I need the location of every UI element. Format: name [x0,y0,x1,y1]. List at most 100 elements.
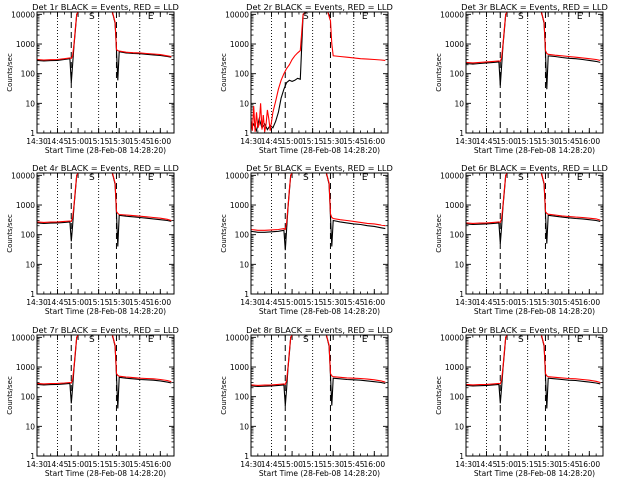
x-tick-label: 14:45 [47,137,69,146]
y-tick-label: 10 [25,260,35,269]
x-tick-label: 15:30 [108,460,130,469]
series-line-black [250,172,386,251]
x-tick-label: 15:15 [302,298,324,307]
x-tick-label: 15:15 [302,460,324,469]
x-tick-label: 15:45 [558,460,580,469]
y-tick-label: 10 [239,99,249,108]
chart-panel-1: Det 1r BLACK = Events, RED = LLD 1 10 100 10… [6,2,179,155]
x-tick-label: 16:00 [363,298,385,307]
chart-panel-8: Det 8r BLACK = Events, RED = LLD 1 10 100 10… [220,325,393,478]
y-tick-label: 10000 [11,10,35,19]
x-tick-label: 15:15 [88,460,110,469]
plot-frame [465,172,604,295]
y-tick-label: 1 [459,129,464,138]
chart-title: Det 8r BLACK = Events, RED = LLD [246,325,393,335]
y-tick-label: 10 [454,99,464,108]
start-marker-label: S [518,12,524,22]
start-marker-label: S [518,173,524,183]
y-tick-label: 10 [239,422,249,431]
plot-frame [36,11,175,134]
plot-frame [250,172,389,295]
series-line-black [465,11,601,90]
chart-title: Det 9r BLACK = Events, RED = LLD [461,325,608,335]
x-tick-label: 14:30 [455,298,477,307]
x-tick-label: 14:30 [26,460,48,469]
x-tick-label: 15:15 [517,460,539,469]
x-tick-label: 16:00 [578,460,600,469]
y-axis-title: Counts/sec [435,214,443,253]
y-tick-label: 10000 [225,171,249,180]
x-axis-title: Start Time (28-Feb-08 14:28:20) [45,469,166,478]
x-tick-label: 16:00 [363,137,385,146]
end-marker-label: E [362,12,368,22]
x-tick-label: 15:00 [67,298,89,307]
y-axis-title: Counts/sec [6,214,14,253]
chart-panel-5: Det 5r BLACK = Events, RED = LLD 1 10 100 10… [220,163,393,316]
start-marker-label: S [89,173,95,183]
x-tick-label: 15:00 [496,137,518,146]
x-tick-label: 14:45 [261,460,283,469]
x-tick-label: 15:45 [129,137,151,146]
y-tick-label: 10000 [440,333,464,342]
x-tick-label: 15:30 [537,460,559,469]
x-tick-label: 14:45 [476,137,498,146]
y-tick-label: 10 [239,260,249,269]
start-marker-label: S [303,173,309,183]
x-axis-title: Start Time (28-Feb-08 14:28:20) [474,307,595,316]
y-tick-label: 100 [235,70,250,79]
x-tick-label: 15:30 [108,137,130,146]
x-tick-label: 16:00 [149,137,171,146]
end-marker-label: E [577,12,583,22]
x-axis-title: Start Time (28-Feb-08 14:28:20) [45,307,166,316]
x-axis-title: Start Time (28-Feb-08 14:28:20) [259,469,380,478]
chart-title: Det 2r BLACK = Events, RED = LLD [246,2,393,12]
y-tick-label: 10000 [440,10,464,19]
plot-frame [250,334,389,457]
chart-panel-6: Det 6r BLACK = Events, RED = LLD 1 10 100 10… [435,163,608,316]
chart-panel-2: Det 2r BLACK = Events, RED = LLD 1 10 100 10… [220,2,393,155]
y-tick-label: 100 [450,231,465,240]
end-marker-label: E [577,335,583,345]
x-tick-label: 15:30 [322,137,344,146]
y-tick-label: 10000 [225,333,249,342]
y-tick-label: 1000 [230,201,249,210]
y-tick-label: 10 [454,260,464,269]
x-tick-label: 16:00 [578,298,600,307]
x-tick-label: 15:00 [496,460,518,469]
y-tick-label: 100 [450,393,465,402]
x-tick-label: 15:00 [281,298,303,307]
y-tick-label: 1000 [445,40,464,49]
x-tick-label: 15:00 [496,298,518,307]
y-tick-label: 100 [21,231,36,240]
x-tick-label: 15:15 [88,137,110,146]
y-tick-label: 1000 [445,201,464,210]
y-tick-label: 1000 [445,363,464,372]
x-tick-label: 14:30 [240,137,262,146]
end-marker-label: E [148,12,154,22]
x-tick-label: 14:45 [47,460,69,469]
chart-panel-3: Det 3r BLACK = Events, RED = LLD 1 10 100 10… [435,2,608,155]
x-tick-label: 15:45 [558,298,580,307]
y-tick-label: 1 [459,290,464,299]
y-axis-title: Counts/sec [435,53,443,92]
plot-frame [465,334,604,457]
x-tick-label: 16:00 [363,460,385,469]
y-tick-label: 100 [235,231,250,240]
x-tick-label: 15:00 [281,137,303,146]
y-tick-label: 100 [450,70,465,79]
y-tick-label: 10000 [11,333,35,342]
y-tick-label: 1 [459,452,464,461]
plot-frame [250,11,389,134]
x-axis-title: Start Time (28-Feb-08 14:28:20) [259,146,380,155]
end-marker-label: E [362,173,368,183]
y-tick-label: 1 [30,129,35,138]
x-tick-label: 14:45 [476,298,498,307]
y-axis-title: Counts/sec [6,53,14,92]
x-tick-label: 14:30 [455,137,477,146]
x-tick-label: 15:30 [322,460,344,469]
series-line-red [250,11,386,132]
x-tick-label: 15:15 [88,298,110,307]
y-tick-label: 100 [21,70,36,79]
start-marker-label: S [89,12,95,22]
